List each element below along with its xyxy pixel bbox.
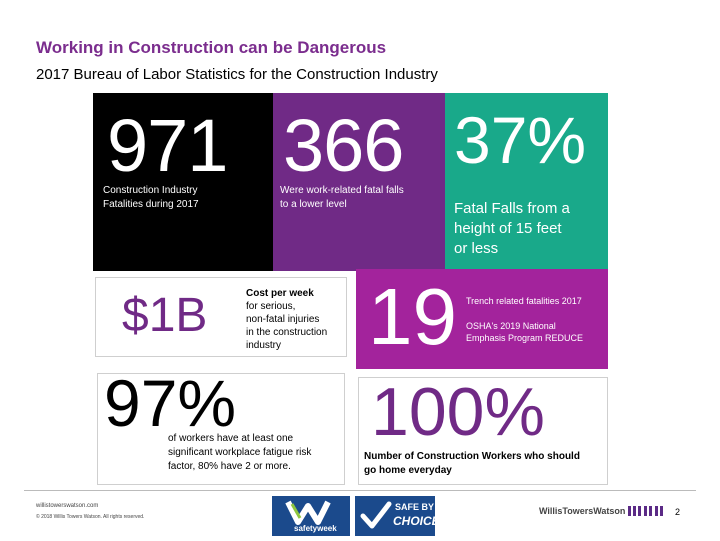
stat-label-trench-1: Trench related fatalities 2017 (466, 296, 582, 306)
stat-label-cost-bold: Cost per week (246, 288, 314, 299)
stat-tile-fatigue: 97% of workers have at least one signifi… (97, 366, 345, 485)
stat-label-trench-2b: Emphasis Program REDUCE (466, 333, 584, 343)
stat-label-falls-height-3: or less (454, 240, 499, 257)
brand-name: WillisTowersWatson (539, 506, 626, 516)
page-subtitle: 2017 Bureau of Labor Statistics for the … (36, 66, 438, 83)
footer-copyright: © 2018 Willis Towers Watson. All rights … (36, 514, 145, 520)
safety-week-icon (285, 500, 331, 525)
stat-label-cost-3: in the construction (246, 327, 328, 338)
stat-label-lower-level-1: Were work-related fatal falls (280, 185, 404, 196)
stat-tile-trench: 19 Trench related fatalities 2017 OSHA's… (356, 269, 608, 369)
stat-label-home-1: Number of Construction Workers who shoul… (364, 451, 580, 462)
stat-label-cost-4: industry (246, 340, 282, 351)
stat-label-cost-1: for serious, (246, 301, 296, 312)
stat-tile-home: 100% Number of Construction Workers who … (358, 377, 608, 485)
stat-value-falls-height: 37% (454, 103, 587, 177)
stat-label-fatalities-2: Fatalities during 2017 (103, 199, 199, 210)
safe-by-choice-line2: CHOICE (393, 514, 440, 528)
page-number: 2 (675, 507, 681, 517)
checkmark-icon (360, 501, 392, 529)
safe-by-choice-line1: SAFE BY (395, 502, 435, 512)
safety-week-logo: safetyweek (272, 496, 350, 536)
safe-by-choice-logo: SAFE BY CHOICE (355, 496, 440, 536)
safety-week-text: safetyweek (294, 524, 337, 533)
stat-label-fatalities-1: Construction Industry (103, 185, 198, 196)
stat-tile-falls-height: 37% Fatal Falls from a height of 15 feet… (445, 93, 608, 271)
stat-value-trench: 19 (368, 272, 457, 361)
stat-label-home-2: go home everyday (364, 465, 452, 476)
stat-label-trench-2a: OSHA's 2019 National (466, 321, 556, 331)
stat-label-fatigue-1: of workers have at least one (168, 433, 294, 444)
stat-label-falls-height-2: height of 15 feet (454, 220, 562, 237)
stat-value-cost: $1B (122, 289, 208, 342)
stat-label-falls-height-1: Fatal Falls from a (454, 200, 570, 217)
stat-value-fatigue: 97% (104, 366, 237, 440)
brand-mark-icon (628, 506, 663, 516)
footer-divider (24, 490, 696, 491)
footer-url[interactable]: willistowerswatson.com (36, 503, 99, 509)
stat-value-fatalities: 971 (107, 104, 228, 187)
stat-label-lower-level-2: to a lower level (280, 199, 347, 210)
stat-tile-fatalities: 971 Construction Industry Fatalities dur… (93, 93, 273, 271)
stat-label-fatigue-2: significant workplace fatigue risk (168, 447, 312, 458)
page-title: Working in Construction can be Dangerous (36, 38, 387, 57)
stat-tile-cost: $1B Cost per week for serious, non-fatal… (95, 277, 347, 357)
stat-label-fatigue-3: factor, 80% have 2 or more. (168, 461, 291, 472)
stat-tile-lower-level: 366 Were work-related fatal falls to a l… (273, 93, 445, 271)
stat-label-cost-2: non-fatal injuries (246, 314, 320, 325)
stat-value-home: 100% (371, 374, 545, 450)
stat-value-lower-level: 366 (283, 104, 404, 187)
